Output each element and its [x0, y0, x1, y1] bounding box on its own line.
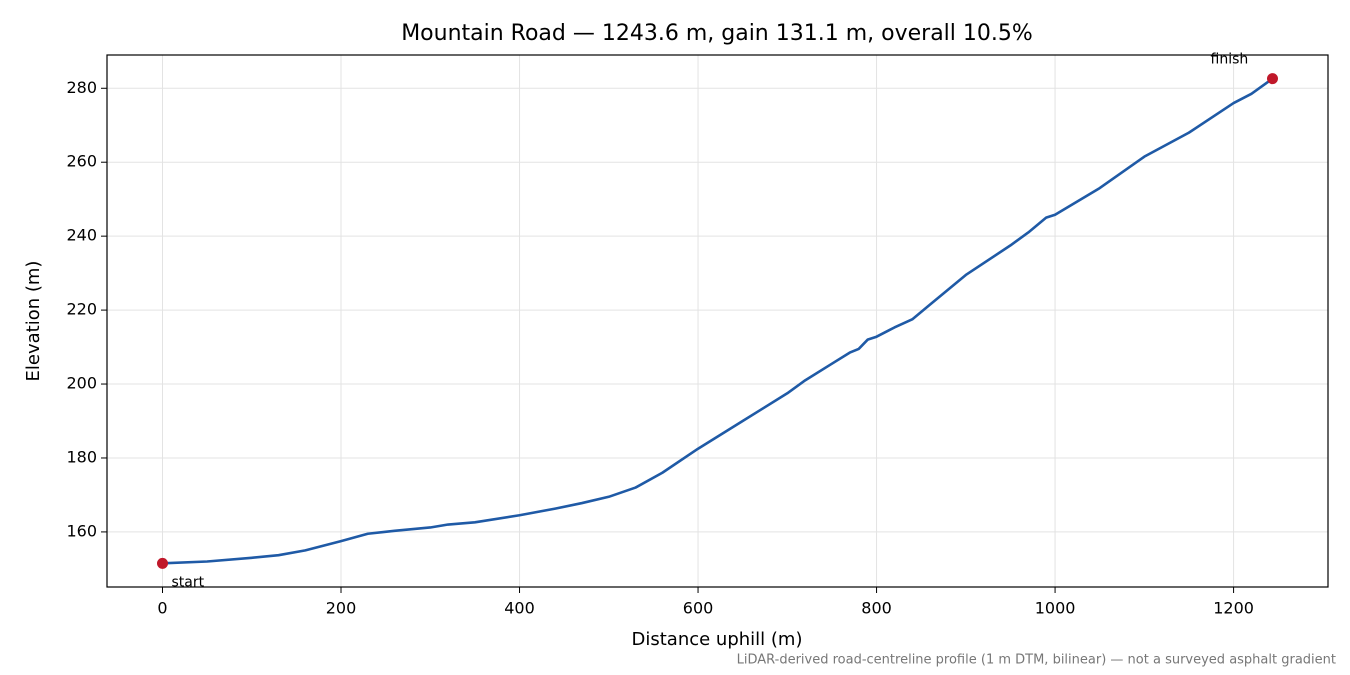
x-axis-label: Distance uphill (m) [632, 629, 803, 650]
y-tick-label: 240 [66, 226, 97, 245]
y-tick-label: 260 [66, 152, 97, 171]
x-tick-label: 400 [504, 599, 535, 618]
x-tick-label: 600 [683, 599, 714, 618]
x-tick-label: 200 [326, 599, 357, 618]
x-tick-label: 0 [157, 599, 167, 618]
y-tick-label: 220 [66, 300, 97, 319]
footnote: LiDAR-derived road-centreline profile (1… [737, 653, 1336, 668]
annotation: finish [1211, 52, 1249, 68]
endpoint-marker [1267, 73, 1278, 85]
y-tick-label: 180 [66, 447, 97, 466]
x-tick-label: 1000 [1035, 599, 1076, 618]
x-tick-label: 800 [861, 599, 892, 618]
y-tick-label: 280 [66, 78, 97, 97]
annotation: start [172, 574, 205, 590]
chart-title: Mountain Road — 1243.6 m, gain 131.1 m, … [401, 21, 1033, 46]
endpoint-marker [157, 557, 168, 569]
y-tick-label: 160 [66, 521, 97, 540]
x-tick-label: 1200 [1213, 599, 1254, 618]
elevation-line [162, 77, 1274, 565]
y-tick-label: 200 [66, 374, 97, 393]
y-axis-label: Elevation (m) [23, 261, 44, 382]
plot-frame [106, 54, 1329, 588]
